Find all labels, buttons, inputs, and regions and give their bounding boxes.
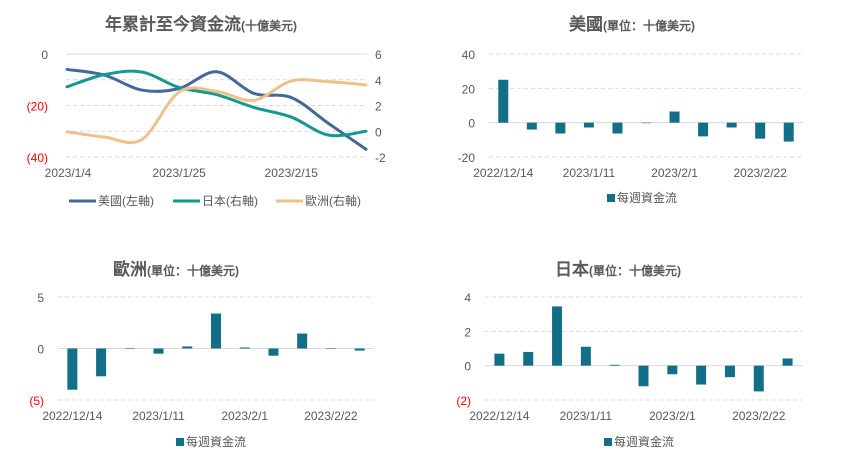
right-axis-tick: 6 (375, 48, 382, 62)
bar (239, 347, 250, 349)
x-axis-tick: 2023/1/11 (560, 409, 613, 423)
y-axis-tick: 40 (462, 48, 476, 62)
bar (638, 365, 649, 387)
title-suffix: (十億美元) (241, 19, 297, 33)
legend-label: 每週資金流 (617, 190, 677, 205)
bar (526, 122, 537, 130)
bar (96, 348, 107, 377)
bar (182, 346, 193, 349)
bar (211, 313, 221, 349)
bar (124, 348, 135, 350)
y-axis-tick: (2) (456, 394, 471, 408)
bar (153, 348, 164, 354)
x-axis-tick: 2022/12/14 (42, 409, 102, 423)
bar (325, 348, 336, 350)
y-axis-tick: 0 (468, 117, 475, 131)
series-line-europe (65, 78, 368, 145)
title-suffix: (單位：十億美元) (603, 19, 695, 33)
bar (555, 122, 566, 134)
chart-title-europe: 歐洲(單位：十億美元) (113, 255, 239, 280)
right-axis-tick: 2 (375, 100, 382, 114)
title-main: 歐洲 (113, 260, 147, 279)
bar (696, 365, 707, 385)
legend-label: 每週資金流 (186, 434, 246, 449)
x-axis-tick: 2023/1/25 (152, 166, 206, 180)
bar (552, 306, 563, 366)
bar (669, 111, 680, 123)
legend-label: 美國(左軸) (98, 193, 154, 208)
legend-label: 歐洲(右軸) (305, 193, 361, 208)
y-axis-tick: (5) (29, 394, 44, 408)
bar (755, 122, 766, 139)
bar (667, 365, 678, 375)
y-axis-tick: 5 (37, 291, 44, 305)
bar (498, 79, 509, 123)
legend-label: 每週資金流 (614, 434, 674, 449)
bar (609, 364, 620, 366)
bar (726, 122, 737, 128)
y-axis-tick: 20 (462, 82, 476, 96)
bar (580, 346, 591, 366)
legend-swatch (176, 438, 184, 446)
bar (67, 348, 78, 390)
x-axis-tick: 2023/1/4 (45, 166, 92, 180)
title-main: 年累計至今資金流 (105, 15, 241, 34)
title-main: 美國 (569, 15, 603, 34)
x-axis-tick: 2023/2/22 (733, 166, 787, 180)
title-suffix: (單位：十億美元) (589, 264, 681, 278)
legend-label: 日本(右軸) (202, 193, 258, 208)
legend-swatch (607, 194, 615, 202)
right-axis-tick: 0 (375, 125, 382, 139)
bar (782, 358, 793, 366)
bar (612, 122, 623, 134)
left-axis-tick: (40) (27, 151, 48, 165)
left-axis-tick: 0 (41, 48, 48, 62)
title-suffix: (單位：十億美元) (147, 264, 239, 278)
right-axis-tick: 4 (375, 74, 382, 88)
bar (494, 353, 505, 366)
bar (523, 351, 534, 366)
bar (354, 348, 365, 351)
x-axis-tick: 2023/2/22 (732, 409, 786, 423)
y-axis-tick: -20 (458, 151, 476, 165)
y-axis-tick: 0 (37, 343, 44, 357)
x-axis-tick: 2023/1/11 (563, 166, 616, 180)
title-main: 日本 (555, 260, 589, 279)
left-axis-tick: (20) (27, 100, 48, 114)
y-axis-tick: 2 (464, 325, 471, 339)
x-axis-tick: 2023/1/11 (132, 409, 185, 423)
bar (268, 348, 279, 356)
bar (724, 365, 735, 378)
y-axis-tick: 4 (464, 291, 471, 305)
x-axis-tick: 2023/2/22 (304, 409, 358, 423)
bar (583, 122, 594, 128)
x-axis-tick: 2023/2/1 (221, 409, 268, 423)
right-axis-tick: -2 (375, 151, 386, 165)
series-line-us (65, 67, 368, 151)
chart-title-us: 美國(單位：十億美元) (569, 10, 695, 35)
bar (641, 122, 651, 124)
x-axis-tick: 2023/2/1 (649, 409, 696, 423)
x-axis-tick: 2023/2/15 (265, 166, 319, 180)
x-axis-tick: 2023/2/1 (651, 166, 698, 180)
series-line-japan (65, 69, 368, 138)
bar (297, 333, 308, 349)
x-axis-tick: 2022/12/14 (473, 166, 533, 180)
legend-swatch (604, 438, 612, 446)
y-axis-tick: 0 (464, 360, 471, 374)
x-axis-tick: 2022/12/14 (469, 409, 529, 423)
bar (753, 365, 764, 392)
chart-title-japan: 日本(單位：十億美元) (555, 255, 681, 280)
bar (698, 122, 709, 137)
bar (783, 122, 794, 142)
chart-title-cumulative: 年累計至今資金流(十億美元) (105, 10, 297, 35)
